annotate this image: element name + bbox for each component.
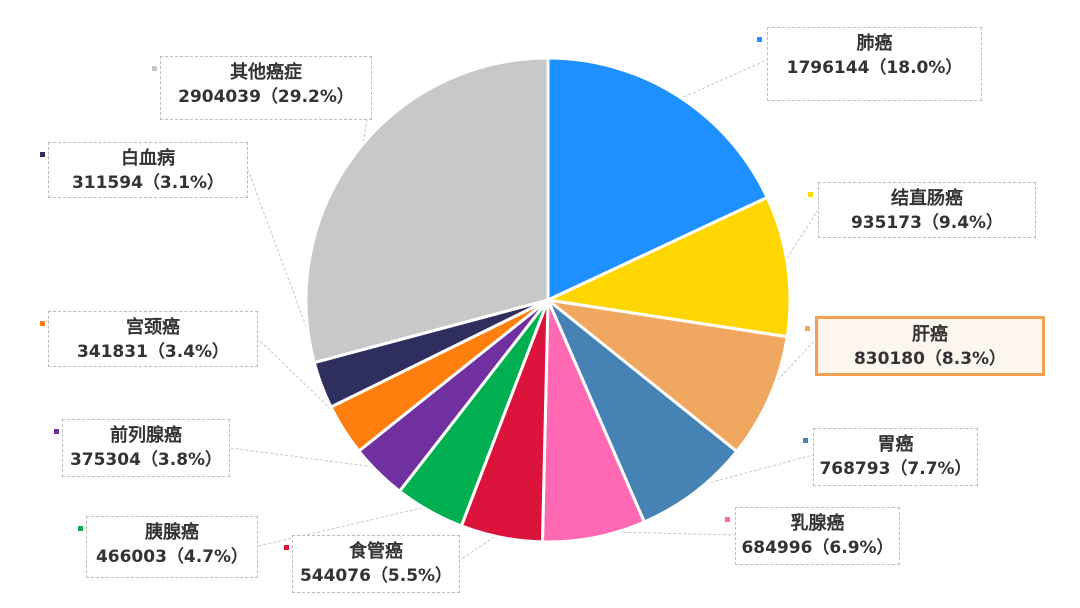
- data-label: 胃癌 768793（7.7%）: [813, 428, 978, 486]
- legend-swatch: [152, 66, 157, 71]
- legend-swatch: [757, 37, 762, 42]
- data-label: 乳腺癌 684996（6.9%）: [735, 507, 900, 565]
- data-label-category: 白血病: [121, 148, 175, 169]
- data-label-category: 宫颈癌: [126, 317, 180, 338]
- pie-slice: [546, 298, 789, 453]
- data-label: 肺癌 1796144（18.0%）: [767, 27, 982, 101]
- data-label-value: 830180（8.3%）: [853, 349, 1007, 369]
- data-label-value: 544076（5.5%）: [299, 566, 453, 586]
- leader-line: [674, 59, 768, 102]
- data-label-category: 其他癌症: [230, 62, 302, 83]
- data-label-category: 肺癌: [856, 33, 893, 54]
- leader-line: [459, 531, 503, 561]
- data-label-value: 375304（3.8%）: [69, 450, 223, 470]
- data-label-value: 935173（9.4%）: [850, 213, 1004, 233]
- data-label-category: 肝癌: [912, 324, 948, 345]
- data-label-value: 1796144（18.0%）: [786, 58, 963, 78]
- leader-line: [593, 531, 736, 536]
- leader-line: [691, 454, 814, 489]
- data-label-value: 341831（3.4%）: [76, 342, 230, 362]
- data-label-value: 466003（4.7%）: [95, 547, 249, 567]
- legend-swatch: [40, 152, 45, 157]
- legend-swatch: [808, 192, 813, 197]
- data-label: 肝癌 830180（8.3%）: [815, 316, 1045, 376]
- legend-swatch: [78, 526, 83, 531]
- data-label: 结直肠癌 935173（9.4%）: [818, 182, 1036, 238]
- pie-slice: [546, 56, 769, 302]
- legend-swatch: [54, 429, 59, 434]
- data-label-category: 食管癌: [349, 541, 403, 562]
- legend-swatch: [805, 326, 810, 331]
- data-label: 白血病 311594（3.1%）: [48, 142, 248, 198]
- data-label: 宫颈癌 341831（3.4%）: [48, 311, 258, 367]
- data-label-category: 结直肠癌: [891, 188, 963, 209]
- pie-slice: [546, 195, 792, 339]
- data-label-value: 2904039（29.2%）: [178, 87, 354, 107]
- pie-slices: [304, 56, 792, 544]
- legend-swatch: [40, 321, 45, 326]
- data-label-category: 前列腺癌: [110, 425, 182, 446]
- legend-swatch: [284, 545, 289, 550]
- legend-swatch: [803, 438, 808, 443]
- data-label-value: 768793（7.7%）: [819, 459, 972, 479]
- data-label: 胰腺癌 466003（4.7%）: [86, 516, 258, 578]
- data-label-category: 乳腺癌: [790, 513, 845, 534]
- legend-swatch: [725, 517, 730, 522]
- data-label: 其他癌症 2904039（29.2%）: [160, 56, 372, 120]
- pie-slice: [546, 298, 739, 524]
- data-label: 食管癌 544076（5.5%）: [292, 535, 460, 593]
- pie-slice: [540, 298, 646, 544]
- leader-line: [229, 447, 383, 469]
- data-label-value: 684996（6.9%）: [741, 538, 894, 558]
- data-label-value: 311594（3.1%）: [71, 173, 225, 193]
- data-label-category: 胃癌: [877, 434, 914, 455]
- data-label-category: 胰腺癌: [145, 522, 199, 543]
- data-label: 前列腺癌 375304（3.8%）: [62, 419, 230, 477]
- pie-slice: [304, 56, 550, 365]
